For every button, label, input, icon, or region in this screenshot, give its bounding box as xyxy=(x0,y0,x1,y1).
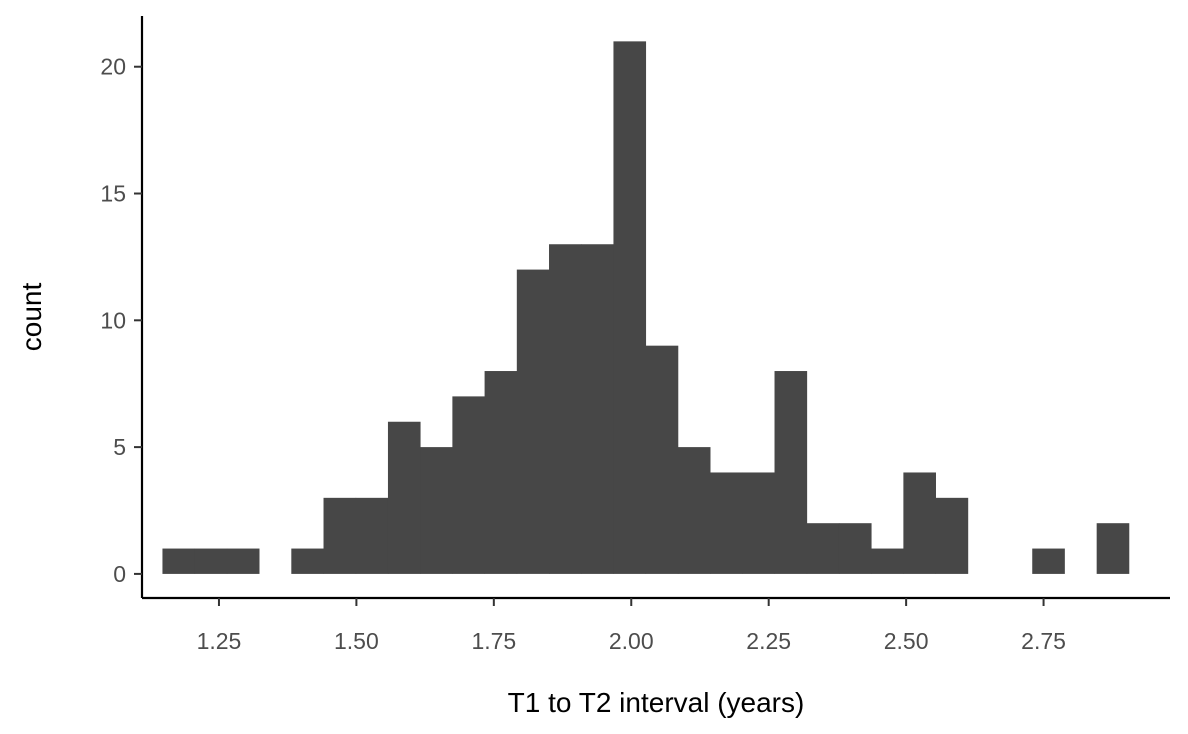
histogram-bar-1 xyxy=(194,548,228,574)
histogram-bar-19 xyxy=(774,371,808,574)
histogram-bar-29 xyxy=(1096,523,1130,574)
histogram-bar-0 xyxy=(162,548,196,574)
x-tick-label: 2.75 xyxy=(1021,628,1066,654)
histogram-bar-13 xyxy=(581,244,614,574)
histogram-bar-11 xyxy=(516,269,550,574)
y-tick-label: 10 xyxy=(100,307,126,333)
histogram-bar-23 xyxy=(903,472,936,574)
x-axis-title: T1 to T2 interval (years) xyxy=(508,687,805,718)
histogram-bar-8 xyxy=(420,447,453,574)
y-axis: 0 5 10 15 20 xyxy=(100,16,144,598)
histogram-bar-16 xyxy=(677,447,711,574)
x-tick-label: 2.00 xyxy=(609,628,654,654)
histogram-bar-10 xyxy=(484,371,518,574)
y-tick-label: 20 xyxy=(100,54,126,80)
histogram-bar-12 xyxy=(549,244,582,574)
histogram-bar-4 xyxy=(291,548,324,574)
histogram-bar-7 xyxy=(387,421,421,574)
x-tick-label: 1.75 xyxy=(471,628,516,654)
histogram-bar-14 xyxy=(613,41,647,574)
y-tick-label: 5 xyxy=(113,434,126,460)
histogram-bar-18 xyxy=(742,472,775,574)
histogram-bar-24 xyxy=(935,497,969,574)
histogram-bar-21 xyxy=(838,523,872,574)
histogram-bar-2 xyxy=(226,548,260,574)
histogram-bar-27 xyxy=(1032,548,1065,574)
histogram-bar-15 xyxy=(645,345,679,574)
x-tick-label: 2.25 xyxy=(746,628,791,654)
histogram-bar-22 xyxy=(871,548,904,574)
histogram-bar-20 xyxy=(806,523,840,574)
y-tick-label: 0 xyxy=(113,561,126,587)
histogram-bars xyxy=(162,41,1130,574)
histogram-bar-5 xyxy=(323,497,357,574)
x-axis: 1.25 1.50 1.75 2.00 2.25 2.50 2.75 xyxy=(142,596,1170,654)
histogram-bar-17 xyxy=(710,472,743,574)
histogram-bar-6 xyxy=(355,497,389,574)
histogram-bar-9 xyxy=(452,396,485,574)
y-tick-label: 15 xyxy=(100,181,126,207)
x-tick-label: 1.25 xyxy=(197,628,242,654)
y-axis-title: count xyxy=(16,283,47,352)
x-tick-label: 1.50 xyxy=(334,628,379,654)
x-tick-label: 2.50 xyxy=(884,628,929,654)
